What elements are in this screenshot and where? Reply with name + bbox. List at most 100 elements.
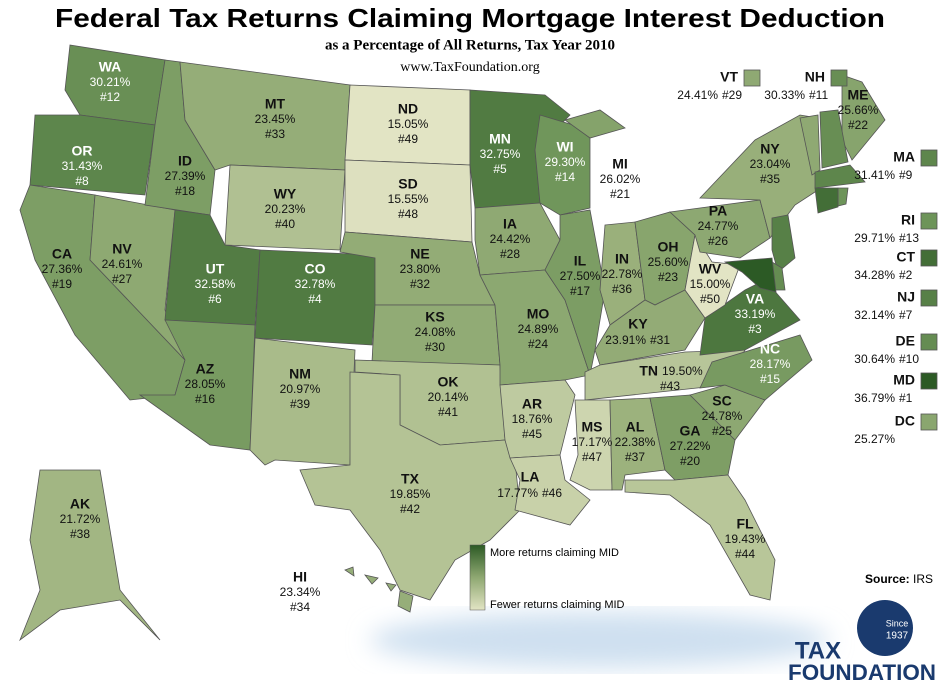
state-abbr: LA [521,469,540,485]
callout-pct: 30.64% [854,352,895,366]
state-rank: #28 [500,247,520,261]
callout-swatch [920,333,938,351]
state-rank: #18 [175,184,195,198]
state-pct: 26.02% [600,172,641,186]
state-rank: #20 [680,454,700,468]
callout-pct: 25.27% [854,432,895,446]
state-abbr: AZ [196,361,215,377]
state-shape [699,279,801,356]
state-abbr: HI [293,569,307,585]
state-rank: #50 [700,292,720,306]
state-pct: 32.58% [195,277,236,291]
state-rank: #31 [650,333,670,347]
state-shape [799,114,821,176]
state-rank: #30 [425,340,445,354]
callout-pct: 24.41% [677,88,718,102]
state-shape [509,454,591,526]
state-abbr: NE [410,246,429,262]
callout-pct: 36.79% [854,391,895,405]
state-abbr: IN [615,251,629,267]
callout-pct: 29.71% [854,231,895,245]
state-shape [299,371,521,601]
state-shape [363,574,379,585]
state-pct: 24.61% [102,257,143,271]
state-abbr: PA [709,203,727,219]
callout-swatch [830,69,848,87]
state-abbr: KY [628,316,648,332]
state-rank: #3 [748,322,762,336]
state-rank: #32 [410,277,430,291]
source-label: Source: [865,572,910,586]
logo-seal [857,600,913,656]
callout-rank: #2 [899,268,913,282]
legend-high: More returns claiming MID [490,547,619,559]
state-shape [699,334,813,401]
state-pct: 27.36% [42,262,83,276]
state-rank: #12 [100,90,120,104]
state-rank: #5 [493,162,507,176]
state-abbr: NM [289,366,311,382]
state-abbr: ME [848,87,869,103]
callout-pct: 32.14% [854,308,895,322]
state-rank: #8 [75,174,89,188]
state-pct: 15.05% [388,117,429,131]
state-abbr: SC [712,393,731,409]
state-abbr: OK [438,374,459,390]
state-rank: #21 [610,187,630,201]
state-pct: 20.23% [265,202,306,216]
callout-swatch [920,413,938,431]
state-shape [564,109,626,139]
callout-swatch [920,372,938,390]
state-abbr: KS [425,309,444,325]
state-rank: #43 [660,379,680,393]
state-pct: 19.43% [725,532,766,546]
state-rank: #36 [612,282,632,296]
state-pct: 15.55% [388,192,429,206]
state-abbr: MO [527,306,550,322]
state-rank: #40 [275,217,295,231]
callout-pct: 30.33% [764,88,805,102]
state-pct: 24.42% [490,232,531,246]
state-shape [624,474,776,601]
state-abbr: IA [503,216,517,232]
url: www.TaxFoundation.org [400,60,539,75]
callout-abbr: MD [893,372,915,388]
callout-swatch [920,289,938,307]
state-rank: #16 [195,392,215,406]
state-abbr: TN [639,363,658,379]
state-abbr: WI [556,139,573,155]
state-pct: 23.04% [750,157,791,171]
subtitle: as a Percentage of All Returns, Tax Year… [325,37,615,53]
state-rank: #26 [708,234,728,248]
state-shape [723,257,777,293]
callout-swatch [920,249,938,267]
state-pct: 24.08% [415,325,456,339]
state-rank: #19 [52,277,72,291]
state-abbr: MT [265,96,286,112]
state-pct: 24.78% [702,409,743,423]
state-pct: 17.17% [572,435,613,449]
title: Federal Tax Returns Claiming Mortgage In… [55,3,885,33]
state-rank: #44 [735,547,755,561]
state-pct: 27.22% [670,439,711,453]
state-rank: #24 [528,337,548,351]
state-pct: 19.85% [390,487,431,501]
callout-rank: #11 [809,88,828,102]
state-abbr: AK [70,496,90,512]
state-pct: 25.66% [838,103,879,117]
callout-abbr: RI [901,212,915,228]
state-pct: 22.78% [602,267,643,281]
state-abbr: IL [574,253,587,269]
state-pct: 29.30% [545,155,586,169]
state-rank: #41 [438,405,458,419]
state-pct: 20.97% [280,382,321,396]
state-rank: #49 [398,132,418,146]
state-rank: #6 [208,292,222,306]
state-shape [819,109,849,169]
state-abbr: CO [305,261,326,277]
state-rank: #34 [290,600,310,614]
state-abbr: AL [626,419,645,435]
state-shape [138,319,256,451]
